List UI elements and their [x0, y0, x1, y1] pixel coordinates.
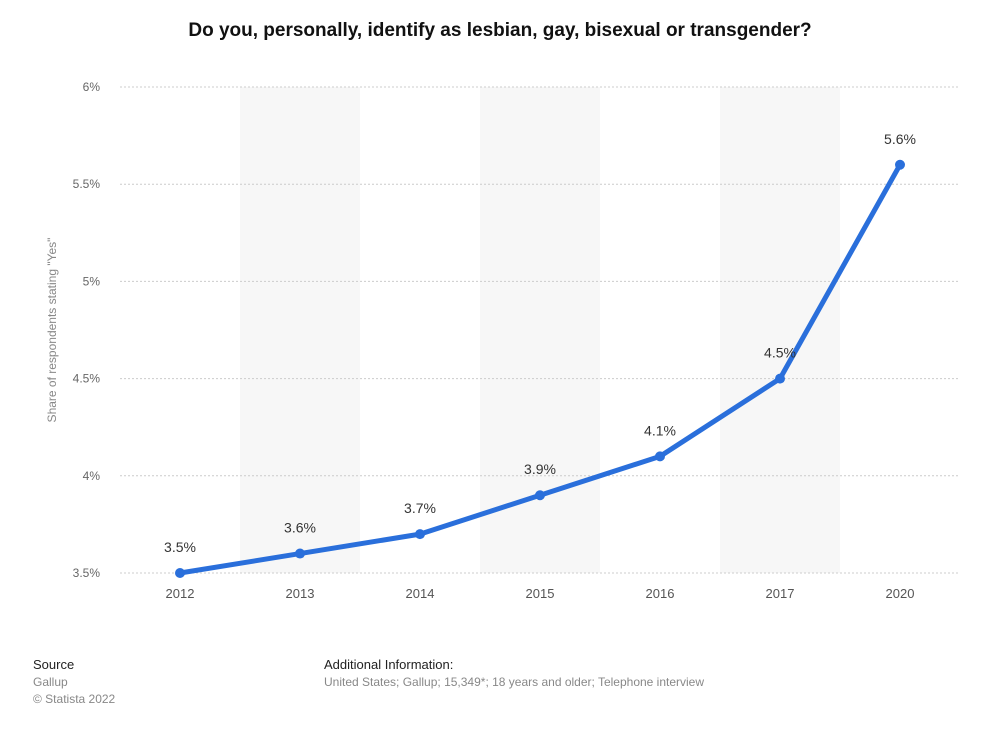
- additional-info-heading: Additional Information:: [324, 657, 454, 672]
- y-tick-label: 6%: [83, 80, 101, 94]
- data-label: 3.5%: [164, 539, 196, 555]
- column-band: [240, 87, 360, 573]
- source-block: Source Gallup © Statista 2022: [33, 657, 115, 706]
- column-band: [720, 87, 840, 573]
- data-point: [895, 159, 905, 170]
- data-label: 3.6%: [284, 520, 316, 536]
- source-name: Gallup: [33, 675, 68, 689]
- line-chart: 3.5% 4% 4.5% 5% 5.5% 6% 2012 2013 2014 2015 2016 20…: [73, 80, 960, 601]
- data-label: 3.7%: [404, 500, 436, 516]
- y-tick-label: 5.5%: [73, 177, 101, 191]
- y-tick-label: 3.5%: [73, 566, 101, 580]
- data-point: [415, 529, 425, 540]
- additional-info-block: Additional Information: United States; G…: [324, 657, 704, 689]
- x-tick-label: 2016: [646, 586, 675, 601]
- data-point: [295, 548, 305, 559]
- data-label: 5.6%: [884, 131, 916, 147]
- data-point: [655, 451, 665, 462]
- data-label: 3.9%: [524, 461, 556, 477]
- data-point: [535, 490, 545, 501]
- x-tick-label: 2015: [526, 586, 555, 601]
- x-tick-label: 2020: [886, 586, 915, 601]
- additional-info-text: United States; Gallup; 15,349*; 18 years…: [324, 675, 705, 689]
- x-tick-label: 2013: [286, 586, 315, 601]
- data-point: [775, 373, 785, 384]
- x-tick-label: 2017: [766, 586, 795, 601]
- data-label: 4.5%: [764, 345, 796, 361]
- source-heading: Source: [33, 657, 75, 672]
- data-point: [175, 568, 185, 578]
- x-tick-label: 2012: [166, 586, 195, 601]
- data-label: 4.1%: [644, 422, 676, 438]
- y-tick-label: 4.5%: [73, 372, 101, 386]
- copyright: © Statista 2022: [33, 692, 116, 706]
- x-tick-label: 2014: [406, 586, 435, 601]
- y-tick-label: 5%: [83, 274, 101, 288]
- chart-title: Do you, personally, identify as lesbian,…: [188, 20, 812, 41]
- y-tick-label: 4%: [83, 469, 101, 483]
- y-axis-title: Share of respondents stating "Yes": [45, 237, 59, 423]
